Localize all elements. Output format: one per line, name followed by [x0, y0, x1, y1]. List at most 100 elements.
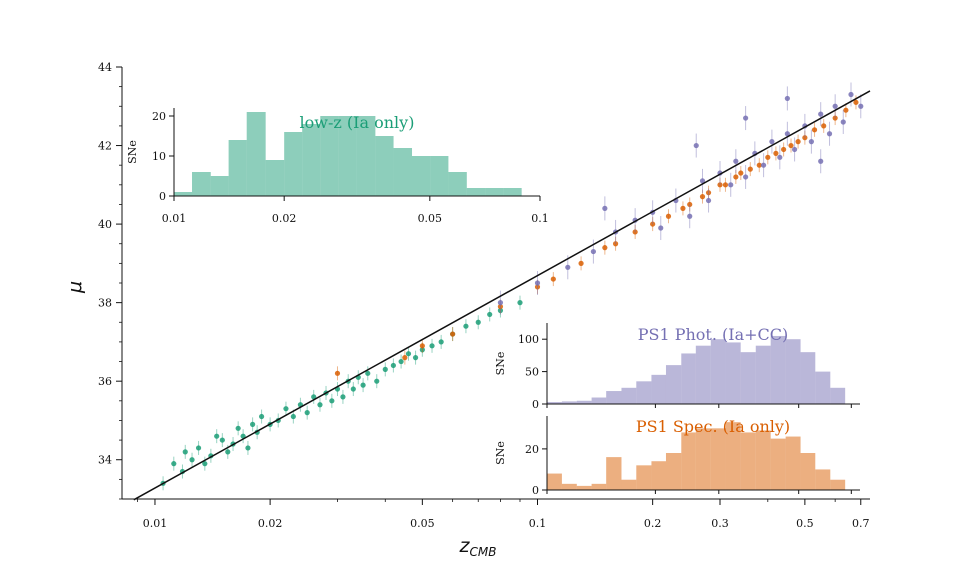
- inset-y-label: SNe: [126, 140, 139, 164]
- histogram-bar: [636, 465, 652, 490]
- data-point: [687, 213, 693, 219]
- histogram-bar: [665, 453, 682, 490]
- data-point: [360, 382, 366, 388]
- data-point: [258, 413, 265, 420]
- data-point: [438, 339, 444, 345]
- data-point: [832, 115, 838, 121]
- histogram-bar: [174, 192, 193, 196]
- histogram-bar: [547, 402, 562, 404]
- data-point: [419, 343, 425, 349]
- inset-y-label: SNe: [494, 441, 507, 465]
- data-point: [290, 413, 296, 420]
- data-point: [219, 437, 225, 443]
- data-point: [808, 139, 814, 145]
- data-point: [517, 300, 523, 306]
- data-point: [738, 170, 744, 176]
- inset-y-tick-label: 0: [532, 484, 539, 497]
- y-tick-label: 40: [98, 218, 112, 231]
- data-point: [705, 197, 712, 204]
- inset-x-tick-label: 0.1: [531, 212, 549, 225]
- data-point: [419, 347, 425, 353]
- data-point: [699, 194, 706, 200]
- data-point: [550, 276, 556, 282]
- inset-y-label: SNe: [494, 352, 507, 376]
- data-point: [632, 229, 638, 235]
- data-point: [497, 300, 504, 306]
- histogram-bar: [547, 473, 562, 490]
- inset-y-tick-label: 20: [152, 110, 166, 123]
- histogram-bar: [800, 352, 816, 404]
- inset-x-tick-label: 0.02: [272, 212, 297, 225]
- inset-x-tick-label: 0.01: [162, 212, 187, 225]
- histogram-bar: [284, 132, 303, 196]
- data-point: [840, 119, 846, 125]
- histogram-bar: [815, 469, 831, 490]
- data-point: [650, 221, 656, 227]
- inset-title: PS1 Spec. (Ia only): [636, 417, 790, 436]
- data-point: [658, 225, 664, 231]
- inset-y-tick-label: 10: [152, 150, 166, 163]
- data-point: [534, 280, 541, 286]
- data-point: [788, 142, 794, 149]
- data-point: [171, 461, 177, 467]
- histogram-bar: [755, 345, 771, 404]
- histogram-bar: [681, 353, 696, 404]
- inset-y-tick-label: 0: [532, 398, 539, 411]
- histogram-bar: [665, 365, 682, 404]
- histogram-bar: [755, 430, 771, 490]
- data-point: [818, 111, 824, 117]
- data-point: [311, 394, 317, 400]
- data-point: [398, 358, 404, 365]
- inset-title: low-z (Ia only): [300, 113, 415, 132]
- histogram-bar: [725, 422, 741, 490]
- histogram-bar: [800, 453, 816, 490]
- inset-y-tick-label: 0: [159, 190, 166, 203]
- histogram-bar: [485, 188, 504, 196]
- data-point: [773, 150, 779, 156]
- x-tick-label: 0.02: [258, 517, 283, 530]
- data-point: [693, 142, 699, 149]
- data-point: [405, 351, 412, 357]
- histogram-bar: [740, 352, 756, 404]
- histogram-bar: [621, 387, 637, 404]
- data-point: [334, 370, 341, 376]
- data-point: [821, 123, 827, 129]
- histogram-bar: [246, 112, 266, 196]
- data-point: [858, 103, 864, 109]
- histogram-bar: [412, 156, 431, 196]
- data-point: [848, 91, 854, 98]
- histogram-bar: [576, 485, 592, 490]
- x-tick-label: 0.5: [796, 517, 814, 530]
- data-point: [182, 449, 188, 455]
- histogram-inset: 0 10 20 0.01 0.02 0.05 0.1 SNe low-z (Ia only): [126, 104, 549, 225]
- histogram-bar: [210, 176, 229, 196]
- data-point: [733, 158, 739, 164]
- histogram-bar: [576, 400, 592, 404]
- data-point: [687, 201, 693, 208]
- histogram-bar: [710, 339, 726, 404]
- histogram-bar: [302, 124, 321, 196]
- x-tick-label: 0.1: [529, 517, 547, 530]
- histogram-bar: [830, 387, 846, 404]
- data-point: [497, 307, 504, 314]
- data-point: [760, 162, 767, 168]
- data-point: [497, 303, 504, 310]
- histogram-bar: [561, 483, 577, 490]
- data-point: [534, 284, 541, 290]
- data-point: [450, 331, 456, 337]
- data-point: [245, 445, 251, 451]
- data-point: [743, 115, 749, 121]
- data-point: [202, 461, 208, 467]
- x-axis-title-sub: CMB: [470, 545, 497, 559]
- data-point: [565, 264, 571, 270]
- histogram-bar: [192, 172, 211, 196]
- histogram-bar: [621, 479, 637, 490]
- data-point: [195, 445, 202, 451]
- data-point: [699, 178, 706, 184]
- x-axis-title-main: z: [459, 535, 471, 557]
- histogram-inset: 0 20 SNe PS1 Spec. (Ia only): [494, 412, 862, 497]
- histogram-bar: [503, 188, 522, 196]
- data-point: [756, 162, 762, 168]
- data-point: [412, 355, 419, 361]
